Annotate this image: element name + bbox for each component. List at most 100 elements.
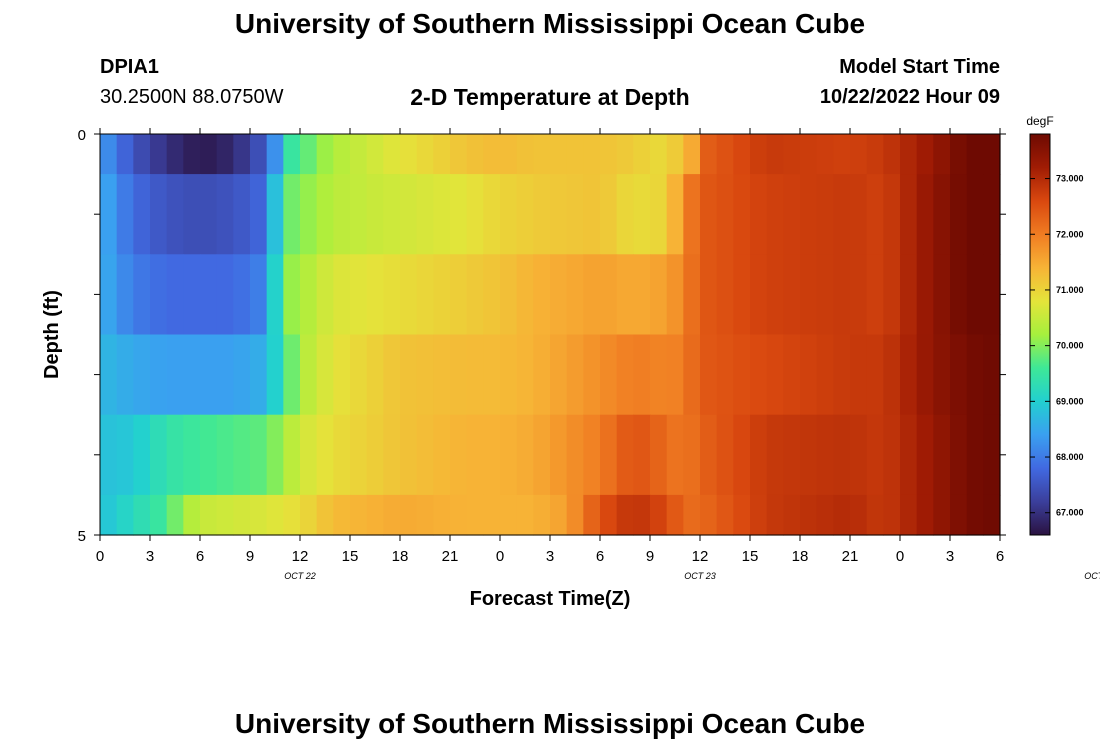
heatmap-cell <box>233 174 251 255</box>
heatmap-cell <box>850 174 868 255</box>
heatmap-cell <box>550 174 568 255</box>
heatmap-cell <box>283 334 301 416</box>
heatmap-cell <box>816 494 834 536</box>
heatmap-cell <box>750 414 768 496</box>
heatmap-cell <box>116 254 134 336</box>
x-tick-label: 6 <box>196 548 204 565</box>
heatmap-cell <box>533 334 551 416</box>
heatmap-cell <box>766 414 784 496</box>
heatmap-cell <box>983 254 1001 336</box>
heatmap-cell <box>650 334 668 416</box>
heatmap-cell <box>600 134 618 175</box>
heatmap-cell <box>750 494 768 536</box>
heatmap-cell <box>983 494 1001 536</box>
heatmap-cell <box>116 494 134 536</box>
y-axis-title: Depth (ft) <box>41 290 63 379</box>
heatmap-cell <box>250 254 268 336</box>
heatmap-cell <box>583 494 601 536</box>
heatmap-cell <box>900 134 918 175</box>
heatmap-cell <box>466 254 484 336</box>
heatmap-cell <box>583 414 601 496</box>
heatmap-cell <box>216 254 234 336</box>
model-start-time: 10/22/2022 Hour 09 <box>819 86 1000 108</box>
heatmap-cell <box>133 494 151 536</box>
heatmap-cell <box>983 414 1001 496</box>
heatmap-cell <box>783 494 801 536</box>
heatmap-cell <box>716 334 734 416</box>
heatmap-cell <box>500 174 518 255</box>
heatmap-cell <box>500 494 518 536</box>
x-tick-label: 0 <box>896 548 904 565</box>
heatmap-cell <box>483 494 501 536</box>
heatmap-cell <box>666 334 684 416</box>
heatmap-cell <box>900 254 918 336</box>
heatmap-cell <box>333 254 351 336</box>
heatmap-cell <box>466 414 484 496</box>
axes: 0 3 6 9 12 15 18 21 0 3 6 9 12 15 18 21 0 3 6 OCT 22 OCT 23 O… <box>78 127 1100 581</box>
colorbar-tick-label: 69.000 <box>1056 396 1084 406</box>
heatmap-cell <box>383 334 401 416</box>
heatmap-cell <box>633 174 651 255</box>
x-tick-label: 0 <box>96 548 104 565</box>
heatmap-cell <box>400 414 418 496</box>
heatmap-cell <box>150 134 168 175</box>
footer-title: University of Southern Mississippi Ocean… <box>234 708 866 739</box>
heatmap-cell <box>216 174 234 255</box>
x-tick-label: 12 <box>292 548 309 565</box>
heatmap-cell <box>283 254 301 336</box>
heatmap-cell <box>700 414 718 496</box>
heatmap-cell <box>766 174 784 255</box>
heatmap-cell <box>350 334 368 416</box>
heatmap-cell <box>383 254 401 336</box>
heatmap-cell <box>316 414 334 496</box>
heatmap-cell <box>566 494 584 536</box>
heatmap-cell <box>133 134 151 175</box>
heatmap-cell <box>733 414 751 496</box>
heatmap-cell <box>266 414 284 496</box>
heatmap-cell <box>616 334 634 416</box>
heatmap-cell <box>566 254 584 336</box>
heatmap-cell <box>183 414 201 496</box>
heatmap-cell <box>800 494 818 536</box>
heatmap-cell <box>233 134 251 175</box>
heatmap-cell <box>200 174 218 255</box>
heatmap-cell <box>833 334 851 416</box>
heatmap-cell <box>500 134 518 175</box>
heatmap-cell <box>366 174 384 255</box>
heatmap-cell <box>533 174 551 255</box>
heatmap-cell <box>183 494 201 536</box>
x-tick-label: 12 <box>692 548 709 565</box>
heatmap-cell <box>766 334 784 416</box>
heatmap-cell <box>966 494 984 536</box>
heatmap-cell <box>866 414 884 496</box>
heatmap-cell <box>850 134 868 175</box>
heatmap-cell <box>250 174 268 255</box>
heatmap-cell <box>700 494 718 536</box>
heatmap-cell <box>450 134 468 175</box>
heatmap-cell <box>833 414 851 496</box>
heatmap-cell <box>533 494 551 536</box>
heatmap-cell <box>566 134 584 175</box>
chart-subtitle: 2-D Temperature at Depth <box>410 84 690 110</box>
heatmap-cell <box>433 414 451 496</box>
heatmap-cell <box>783 334 801 416</box>
heatmap-cell <box>950 254 968 336</box>
model-start-label: Model Start Time <box>839 56 1000 78</box>
heatmap-cell <box>900 494 918 536</box>
heatmap-cell <box>883 494 901 536</box>
heatmap-cell <box>483 414 501 496</box>
heatmap-cell <box>966 134 984 175</box>
x-tick-label: 3 <box>946 548 954 565</box>
heatmap-cell <box>916 174 934 255</box>
heatmap-cell <box>600 334 618 416</box>
heatmap-cell <box>800 134 818 175</box>
heatmap-cell <box>366 334 384 416</box>
heatmap-cell <box>400 254 418 336</box>
heatmap-cell <box>200 494 218 536</box>
station-id: DPIA1 <box>100 56 159 78</box>
heatmap-cell <box>566 174 584 255</box>
heatmap-cell <box>433 254 451 336</box>
heatmap-cell <box>266 134 284 175</box>
heatmap-cell <box>950 334 968 416</box>
heatmap-cell <box>983 134 1001 175</box>
